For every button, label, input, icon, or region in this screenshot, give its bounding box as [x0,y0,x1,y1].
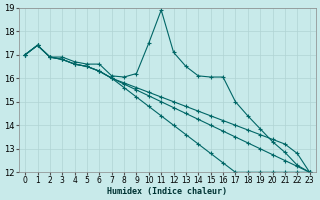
X-axis label: Humidex (Indice chaleur): Humidex (Indice chaleur) [108,187,228,196]
